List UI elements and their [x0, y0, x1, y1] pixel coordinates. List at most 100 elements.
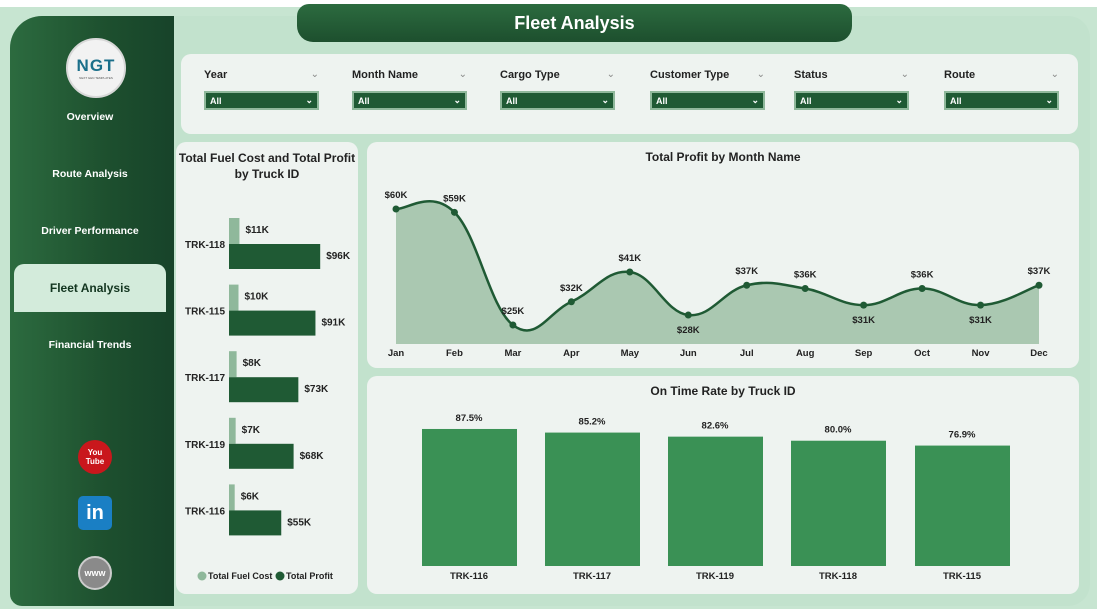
- chevron-down-icon[interactable]: ⌄: [756, 69, 765, 80]
- truck-tick-label: TRK-117: [573, 571, 611, 582]
- profit-point: [977, 301, 985, 309]
- ontime-data-label: 85.2%: [579, 417, 606, 428]
- profit-data-label: $28K: [677, 325, 700, 336]
- profit-data-label: $36K: [911, 270, 934, 281]
- month-tick-label: Oct: [914, 348, 931, 359]
- filter-label: Route ⌄: [944, 69, 1059, 85]
- filter-month-name[interactable]: Month Name ⌄ All ⌄: [352, 69, 467, 110]
- profit-data-label: $31K: [852, 315, 875, 326]
- filter-label: Month Name ⌄: [352, 69, 467, 85]
- ontime-data-label: 76.9%: [949, 430, 976, 441]
- ontime-bar: [422, 428, 517, 566]
- fuel-cost-bar: [229, 284, 239, 311]
- profit-label: $73K: [304, 384, 329, 395]
- filter-value: All: [358, 95, 370, 106]
- nav-route-analysis[interactable]: Route Analysis: [52, 168, 128, 180]
- filter-route[interactable]: Route ⌄ All ⌄: [944, 69, 1059, 110]
- globe-www-icon[interactable]: www: [78, 556, 112, 590]
- ontime-bar: [915, 445, 1010, 566]
- filter-label-text: Status: [794, 69, 828, 81]
- chevron-down-icon: ⌄: [453, 95, 461, 105]
- profit-point: [801, 285, 809, 293]
- profit-bar: [229, 310, 316, 336]
- filter-year[interactable]: Year ⌄ All ⌄: [204, 69, 319, 110]
- filter-dropdown[interactable]: All ⌄: [944, 91, 1059, 110]
- nav-overview[interactable]: Overview: [66, 111, 114, 123]
- profit-data-label: $59K: [443, 193, 466, 204]
- month-tick-label: May: [621, 348, 640, 359]
- youtube-icon[interactable]: You Tube: [78, 440, 112, 474]
- truck-label: TRK-116: [185, 506, 225, 517]
- truck-tick-label: TRK-115: [943, 571, 982, 582]
- truck-tick-label: TRK-119: [696, 571, 734, 582]
- fuel-cost-bar: [229, 484, 235, 511]
- filter-status[interactable]: Status ⌄ All ⌄: [794, 69, 909, 110]
- profit-label: $96K: [326, 251, 351, 262]
- profit-data-label: $37K: [735, 266, 758, 277]
- profit-bar: [229, 377, 299, 403]
- legend-fuel-label: Total Fuel Cost: [208, 571, 272, 581]
- legend-fuel-marker: [197, 571, 207, 581]
- profit-data-label: $60K: [385, 190, 408, 201]
- chevron-down-icon[interactable]: ⌄: [606, 69, 615, 80]
- profit-label: $68K: [300, 451, 325, 462]
- profit-month-title: Total Profit by Month Name: [645, 150, 801, 164]
- chevron-down-icon[interactable]: ⌄: [1050, 69, 1059, 80]
- nav-driver-performance[interactable]: Driver Performance: [41, 225, 139, 237]
- profit-point: [743, 281, 751, 289]
- logo: NGT NEXT GEN TEMPLATES: [66, 38, 126, 98]
- filter-label: Customer Type ⌄: [650, 69, 765, 85]
- sidebar: NGT NEXT GEN TEMPLATES Overview Route Ana…: [10, 16, 174, 606]
- filter-label-text: Year: [204, 69, 228, 81]
- month-tick-label: Jul: [740, 348, 754, 359]
- filter-value: All: [800, 95, 812, 106]
- profit-data-label: $37K: [1028, 266, 1051, 277]
- fuel-cost-label: $6K: [241, 491, 260, 502]
- chevron-down-icon: ⌄: [751, 95, 759, 105]
- filter-label-text: Route: [944, 69, 976, 81]
- linkedin-icon[interactable]: in: [78, 496, 112, 530]
- profit-point: [918, 285, 926, 293]
- month-tick-label: Mar: [504, 348, 521, 359]
- profit-point: [860, 301, 868, 309]
- filter-dropdown[interactable]: All ⌄: [204, 91, 319, 110]
- chevron-down-icon[interactable]: ⌄: [458, 69, 467, 80]
- profit-bar: [229, 244, 321, 269]
- filter-dropdown[interactable]: All ⌄: [500, 91, 615, 110]
- ontime-data-label: 82.6%: [702, 421, 729, 432]
- filter-customer-type[interactable]: Customer Type ⌄ All ⌄: [650, 69, 765, 110]
- truck-tick-label: TRK-116: [450, 571, 488, 582]
- profit-data-label: $32K: [560, 283, 583, 294]
- profit-point: [684, 311, 692, 319]
- profit-area: [396, 201, 1039, 344]
- nav-fleet-analysis[interactable]: Fleet Analysis: [14, 264, 166, 312]
- logo-text: NGT: [76, 56, 116, 75]
- truck-label: TRK-117: [185, 373, 225, 384]
- filter-value: All: [210, 95, 222, 106]
- nav-financial-trends[interactable]: Financial Trends: [48, 339, 132, 351]
- month-tick-label: Jan: [388, 348, 405, 359]
- filter-cargo-type[interactable]: Cargo Type ⌄ All ⌄: [500, 69, 615, 110]
- filter-value: All: [506, 95, 518, 106]
- chevron-down-icon: ⌄: [1045, 95, 1053, 105]
- chevron-down-icon[interactable]: ⌄: [310, 69, 319, 80]
- filter-label: Status ⌄: [794, 69, 909, 85]
- profit-bar: [229, 443, 294, 469]
- ontime-bar: [545, 432, 640, 566]
- filter-dropdown[interactable]: All ⌄: [352, 91, 467, 110]
- fuel-cost-bar: [229, 351, 237, 378]
- chevron-down-icon: ⌄: [895, 95, 903, 105]
- profit-point: [626, 268, 634, 276]
- filter-value: All: [950, 95, 962, 106]
- profit-point: [1035, 281, 1043, 289]
- truck-tick-label: TRK-118: [819, 571, 857, 582]
- month-tick-label: Nov: [972, 348, 991, 359]
- profit-point: [509, 321, 517, 329]
- fuel-cost-bar: [229, 417, 236, 444]
- chevron-down-icon[interactable]: ⌄: [900, 69, 909, 80]
- month-tick-label: Apr: [563, 348, 580, 359]
- filter-dropdown[interactable]: All ⌄: [650, 91, 765, 110]
- filter-dropdown[interactable]: All ⌄: [794, 91, 909, 110]
- ontime-bar: [791, 440, 886, 566]
